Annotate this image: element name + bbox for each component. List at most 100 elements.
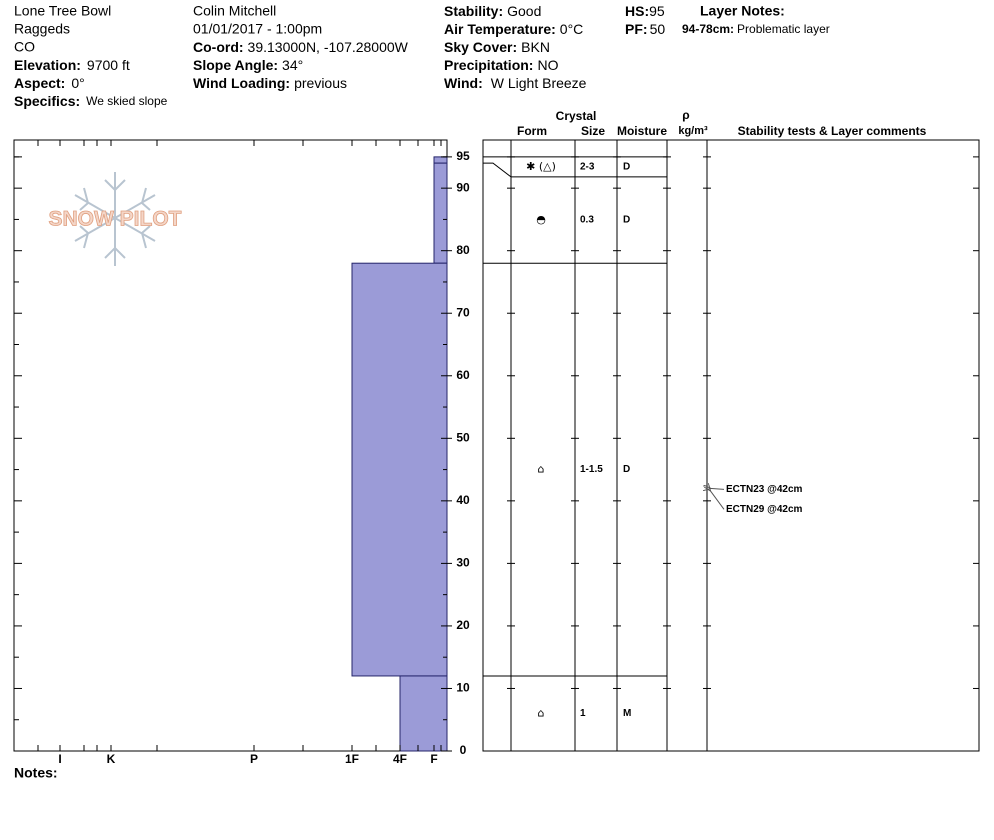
hardness-bar — [351, 262, 448, 677]
value: BKN — [521, 39, 550, 55]
table-columns — [510, 140, 708, 751]
value: W Light Breeze — [491, 75, 587, 91]
layer-notes-label: Layer Notes: — [700, 3, 785, 19]
value: 9700 ft — [87, 57, 130, 73]
hardness-label: 1F — [345, 752, 359, 766]
moisture: D — [623, 162, 630, 173]
value: 39.13000N, -107.28000W — [248, 39, 409, 55]
layer-note: 94-78cm: Problematic layer — [682, 22, 830, 36]
depth-label: 95 — [456, 149, 470, 163]
hardness-bar — [433, 162, 448, 264]
moisture: D — [623, 464, 630, 475]
depth-label: 40 — [456, 493, 470, 507]
value: NO — [537, 57, 558, 73]
aspect: Aspect: 0° — [14, 75, 85, 91]
label: Specifics: — [14, 93, 80, 109]
state: CO — [14, 39, 35, 55]
sky-cover: Sky Cover: BKN — [444, 39, 550, 55]
value: previous — [294, 75, 347, 91]
value: 34° — [282, 57, 303, 73]
hardness-bar — [399, 675, 448, 752]
air-temperature: Air Temperature: 0°C — [444, 21, 583, 37]
label: Slope Angle: — [193, 57, 278, 73]
header-crystal: Crystal — [556, 109, 597, 123]
hs: HS:95 — [625, 3, 665, 19]
depth-label: 70 — [456, 305, 470, 319]
form: ✱ (△) — [526, 160, 556, 173]
test-label: ECTN23 @42cm — [726, 484, 803, 495]
table-frame — [482, 139, 980, 752]
notes-label: Notes: — [14, 765, 58, 781]
size: 2-3 — [580, 162, 595, 173]
form: ⌂ — [538, 463, 545, 476]
location: Lone Tree Bowl — [14, 3, 111, 19]
value: 0°C — [560, 21, 584, 37]
label: HS: — [625, 3, 649, 19]
depth-connector — [483, 162, 512, 178]
hardness-label: F — [430, 752, 437, 766]
header: Lone Tree Bowl Raggeds CO Elevation: 9700… — [14, 3, 830, 109]
hardness-label: K — [107, 752, 116, 766]
datetime: 01/01/2017 - 1:00pm — [193, 21, 322, 37]
logo — [74, 172, 156, 266]
observer: Colin Mitchell — [193, 3, 276, 19]
note: Problematic layer — [737, 22, 830, 36]
moisture: M — [623, 708, 631, 719]
value: 0° — [71, 75, 84, 91]
stability: Stability: Good — [444, 3, 541, 19]
depth-label: 30 — [456, 556, 470, 570]
label: Sky Cover: — [444, 39, 517, 55]
form: ⌂ — [538, 706, 545, 719]
form: ◓ — [536, 213, 546, 226]
wind: Wind: W Light Breeze — [444, 75, 587, 91]
label: Precipitation: — [444, 57, 533, 73]
depth-label: 60 — [456, 368, 470, 382]
size: 1-1.5 — [580, 464, 603, 475]
test-arrow — [710, 488, 725, 489]
pf: PF: 50 — [625, 21, 665, 37]
range: Raggeds — [14, 21, 70, 37]
depth-label: 0 — [460, 743, 467, 757]
precipitation: Precipitation: NO — [444, 57, 559, 73]
header-size: Size — [581, 124, 605, 138]
label: Aspect: — [14, 75, 65, 91]
hardness-label: P — [250, 752, 258, 766]
test-arrow — [710, 490, 725, 510]
hardness-label: 4F — [393, 752, 407, 766]
value: We skied slope — [86, 94, 167, 108]
label: Co-ord: — [193, 39, 244, 55]
coord: Co-ord: 39.13000N, -107.28000W — [193, 39, 409, 55]
depth-label: 10 — [456, 681, 470, 695]
label: Air Temperature: — [444, 21, 556, 37]
header-moisture: Moisture — [617, 124, 667, 138]
moisture: D — [623, 215, 630, 226]
depth-label: 20 — [456, 618, 470, 632]
header-comments: Stability tests & Layer comments — [738, 124, 927, 138]
depth-label: 80 — [456, 243, 470, 257]
header-density-symbol: ρ — [682, 108, 689, 122]
test-label: ECTN29 @42cm — [726, 504, 803, 515]
label: Stability: — [444, 3, 503, 19]
depth-label: 50 — [456, 430, 470, 444]
header-density-unit: kg/m³ — [678, 125, 708, 137]
table-headers: Crystal Form Size Moisture ρ kg/m³ Stabi… — [517, 108, 927, 138]
label: PF: — [625, 21, 648, 37]
depth-label: 90 — [456, 180, 470, 194]
value: 50 — [650, 21, 666, 37]
header-form: Form — [517, 124, 547, 138]
elevation: Elevation: 9700 ft — [14, 57, 130, 73]
specifics: Specifics: We skied slope — [14, 93, 168, 109]
label: Elevation: — [14, 57, 81, 73]
label: Wind: — [444, 75, 483, 91]
label: Wind Loading: — [193, 75, 290, 91]
hardness-label: I — [58, 752, 61, 766]
value: 95 — [649, 3, 665, 19]
value: Good — [507, 3, 541, 19]
slope-angle: Slope Angle: 34° — [193, 57, 303, 73]
wind-loading: Wind Loading: previous — [193, 75, 347, 91]
size: 1 — [580, 708, 586, 719]
hardness-bar — [433, 156, 448, 164]
logo-text: SNOW PILOT — [49, 208, 182, 231]
